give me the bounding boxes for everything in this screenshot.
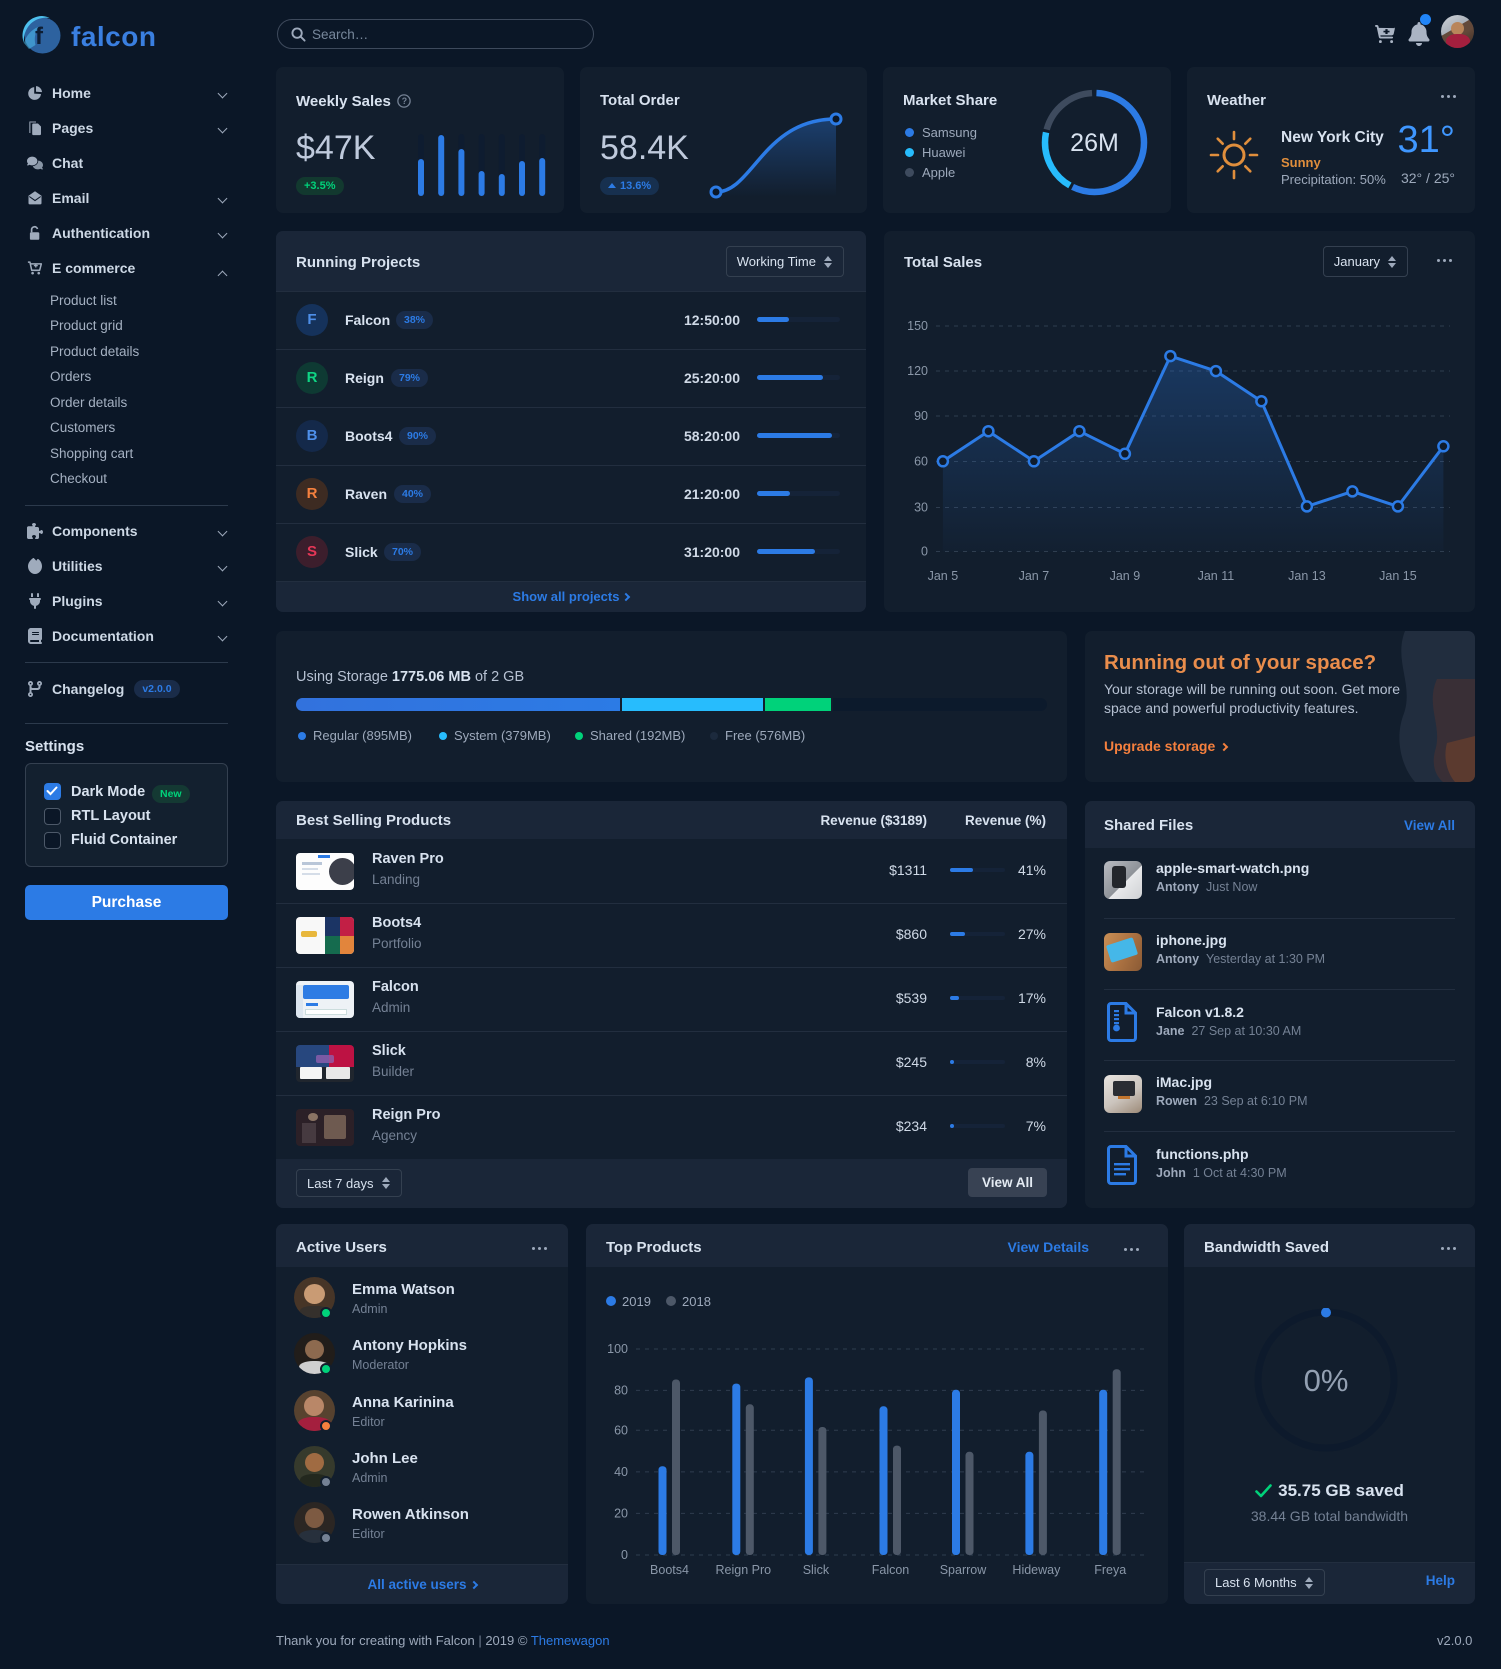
- svg-text:?: ?: [402, 96, 407, 106]
- svg-text:2018: 2018: [682, 1294, 711, 1309]
- svg-text:Jan 9: Jan 9: [1110, 569, 1141, 583]
- svg-text:2019: 2019: [622, 1294, 651, 1309]
- svg-text:120: 120: [907, 364, 928, 378]
- svg-text:100: 100: [607, 1342, 628, 1356]
- svg-text:60: 60: [914, 455, 928, 469]
- svg-text:0: 0: [621, 1548, 628, 1562]
- svg-text:26M: 26M: [1070, 129, 1119, 157]
- svg-text:Slick: Slick: [803, 1563, 830, 1577]
- svg-text:Reign Pro: Reign Pro: [716, 1563, 772, 1577]
- svg-text:30: 30: [914, 501, 928, 515]
- svg-text:Jan 15: Jan 15: [1379, 569, 1417, 583]
- svg-text:0: 0: [921, 545, 928, 559]
- svg-text:60: 60: [614, 1423, 628, 1437]
- svg-text:f: f: [35, 23, 44, 50]
- svg-text:Falcon: Falcon: [872, 1563, 910, 1577]
- svg-text:40: 40: [614, 1465, 628, 1479]
- svg-text:90: 90: [914, 409, 928, 423]
- svg-text:150: 150: [907, 319, 928, 333]
- svg-text:20: 20: [614, 1506, 628, 1520]
- svg-text:Jan 5: Jan 5: [928, 569, 959, 583]
- svg-text:Boots4: Boots4: [650, 1563, 689, 1577]
- svg-text:Freya: Freya: [1094, 1563, 1126, 1577]
- svg-text:0%: 0%: [1304, 1363, 1349, 1398]
- svg-text:Sparrow: Sparrow: [940, 1563, 988, 1577]
- svg-text:Jan 11: Jan 11: [1198, 569, 1235, 583]
- svg-text:Hideway: Hideway: [1012, 1563, 1061, 1577]
- svg-text:80: 80: [614, 1383, 628, 1397]
- svg-text:Jan 13: Jan 13: [1288, 569, 1326, 583]
- svg-text:Jan 7: Jan 7: [1019, 569, 1050, 583]
